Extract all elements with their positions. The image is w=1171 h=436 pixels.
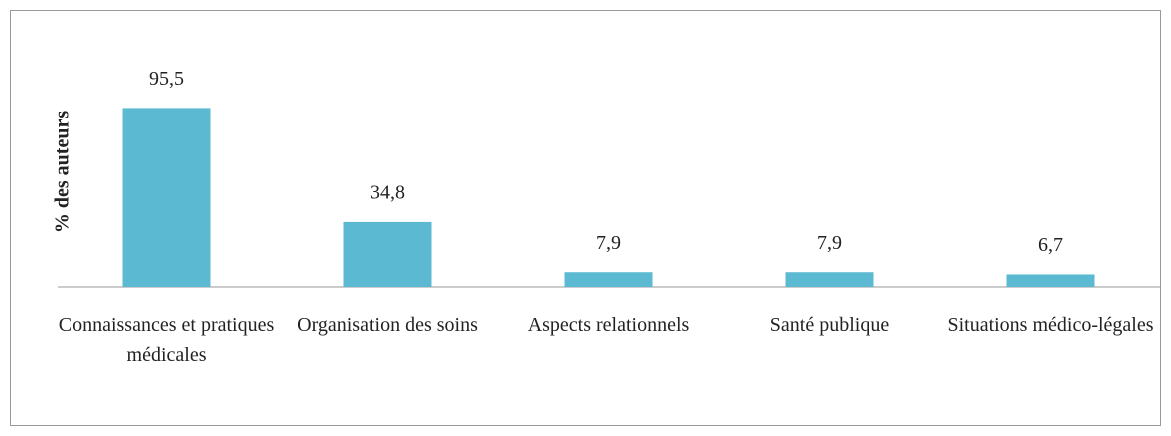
- value-label: 95,5: [149, 68, 184, 90]
- x-tick-label: Connaissances et pratiques médicales: [58, 314, 275, 366]
- bar: [122, 108, 211, 287]
- x-tick-label: Aspects relationnels: [527, 314, 690, 336]
- bar: [785, 272, 874, 287]
- value-label: 7,9: [596, 232, 621, 254]
- value-label: 6,7: [1038, 234, 1063, 256]
- x-tick-label: Santé publique: [769, 314, 890, 336]
- bar: [1006, 274, 1095, 287]
- x-tick-label: Organisation des soins: [297, 314, 478, 336]
- x-tick-label-box: Organisation des soins: [297, 314, 478, 336]
- x-tick-label-box: Aspects relationnels: [527, 314, 690, 336]
- bar: [564, 272, 653, 287]
- x-tick-label: Situations médico-légales: [947, 314, 1154, 336]
- x-tick-label-box: Situations médico-légales: [947, 314, 1154, 336]
- x-tick-label-box: Santé publique: [769, 314, 890, 336]
- y-axis-label: % des auteurs: [52, 111, 74, 233]
- value-label: 7,9: [817, 232, 842, 254]
- x-tick-label-box: Connaissances et pratiques médicales: [58, 314, 275, 366]
- bar: [343, 221, 432, 287]
- value-label: 34,8: [370, 182, 405, 204]
